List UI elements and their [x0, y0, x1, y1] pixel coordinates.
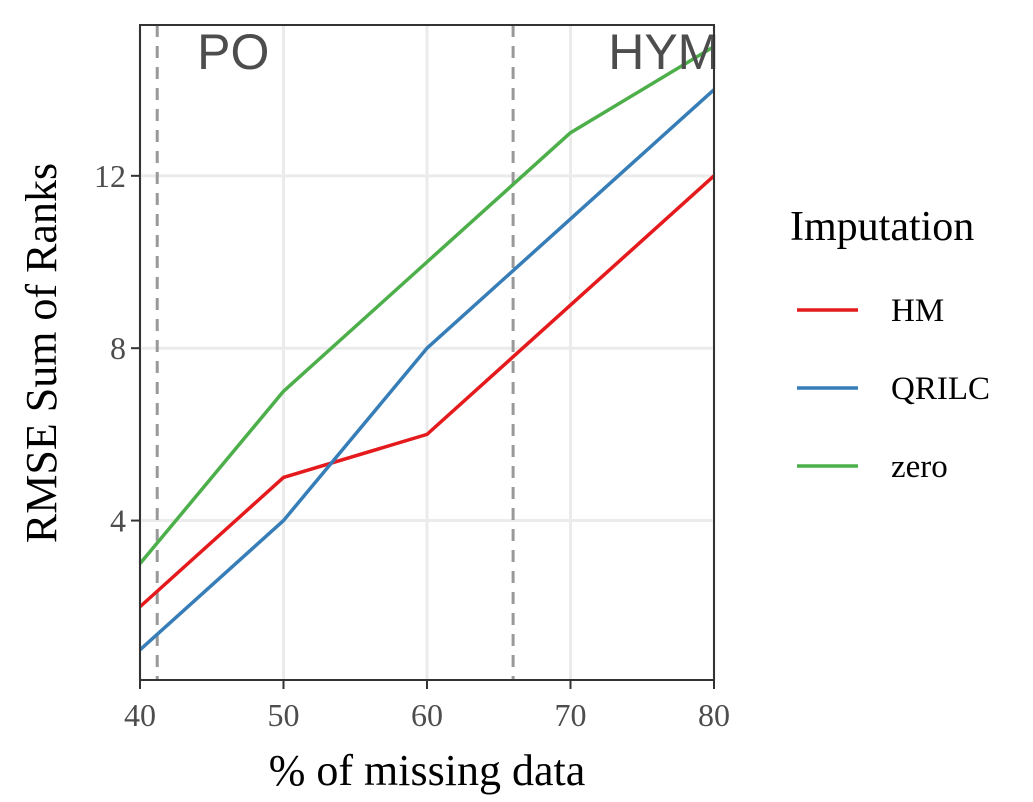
x-tick-label: 60 [411, 697, 443, 733]
y-tick-label: 12 [94, 158, 126, 194]
y-axis-ticks: 4 8 12 [94, 158, 140, 539]
legend: Imputation HM QRILC zero [790, 204, 990, 485]
legend-label-hm: HM [891, 293, 944, 329]
dashed-reference-lines [155, 25, 515, 680]
y-tick-label: 4 [110, 503, 126, 539]
legend-label-qrilc: QRILC [891, 371, 990, 407]
annotation-label: HYM [608, 24, 719, 80]
x-axis-ticks: 40 50 60 70 80 [124, 680, 730, 733]
series-lines [138, 45, 716, 652]
y-axis-title: RMSE Sum of Ranks [17, 163, 66, 543]
annotations: PO HYM [197, 24, 719, 80]
annotation-label: PO [197, 24, 269, 80]
series-line-zero [138, 45, 715, 565]
legend-title: Imputation [790, 204, 974, 250]
x-tick-label: 80 [698, 697, 730, 733]
x-tick-label: 40 [124, 697, 156, 733]
x-tick-label: 50 [268, 697, 300, 733]
grid-lines [138, 25, 716, 680]
series-line-hm [138, 174, 716, 609]
series-line-qrilc [138, 88, 716, 652]
x-axis-title: % of missing data [269, 746, 586, 795]
legend-label-zero: zero [891, 449, 948, 485]
y-tick-label: 8 [110, 330, 126, 366]
x-tick-label: 70 [555, 697, 587, 733]
